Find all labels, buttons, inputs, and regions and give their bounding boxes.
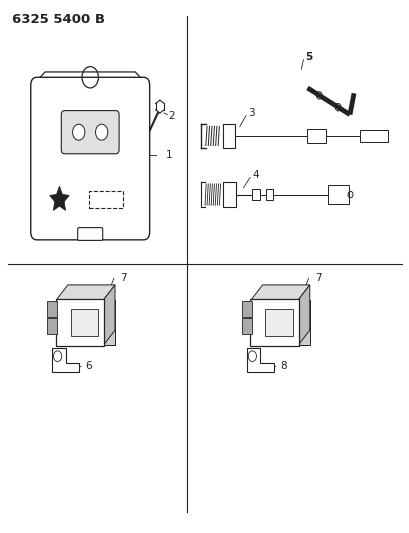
- Polygon shape: [250, 285, 309, 300]
- FancyBboxPatch shape: [78, 228, 102, 240]
- FancyBboxPatch shape: [241, 301, 251, 317]
- FancyBboxPatch shape: [222, 182, 236, 207]
- FancyBboxPatch shape: [306, 128, 326, 143]
- Circle shape: [72, 124, 85, 140]
- FancyBboxPatch shape: [327, 185, 348, 204]
- Text: 6325 5400 B: 6325 5400 B: [12, 13, 105, 26]
- FancyBboxPatch shape: [222, 124, 235, 148]
- Polygon shape: [246, 348, 273, 372]
- FancyBboxPatch shape: [265, 309, 292, 336]
- Text: 7: 7: [120, 273, 126, 284]
- FancyBboxPatch shape: [61, 111, 119, 154]
- Text: 8: 8: [279, 361, 286, 372]
- FancyBboxPatch shape: [241, 318, 251, 334]
- Polygon shape: [298, 285, 309, 345]
- Text: 3: 3: [247, 108, 254, 118]
- Text: 5: 5: [305, 52, 312, 62]
- Polygon shape: [56, 285, 115, 300]
- Text: 6: 6: [85, 361, 92, 372]
- Polygon shape: [103, 285, 115, 345]
- FancyBboxPatch shape: [70, 309, 98, 336]
- Text: 2: 2: [168, 111, 174, 121]
- FancyBboxPatch shape: [251, 189, 259, 200]
- FancyBboxPatch shape: [47, 301, 56, 317]
- FancyBboxPatch shape: [360, 130, 387, 142]
- Text: 4: 4: [252, 170, 258, 180]
- Polygon shape: [68, 300, 115, 345]
- FancyBboxPatch shape: [31, 77, 149, 240]
- FancyBboxPatch shape: [249, 298, 299, 346]
- Polygon shape: [262, 300, 309, 345]
- Text: 7: 7: [314, 273, 321, 284]
- Polygon shape: [52, 348, 79, 372]
- Text: 1: 1: [166, 150, 172, 159]
- FancyBboxPatch shape: [265, 189, 272, 200]
- Circle shape: [95, 124, 108, 140]
- FancyBboxPatch shape: [89, 191, 123, 208]
- Polygon shape: [49, 187, 69, 211]
- FancyBboxPatch shape: [47, 318, 56, 334]
- FancyBboxPatch shape: [56, 298, 104, 346]
- Polygon shape: [33, 72, 147, 85]
